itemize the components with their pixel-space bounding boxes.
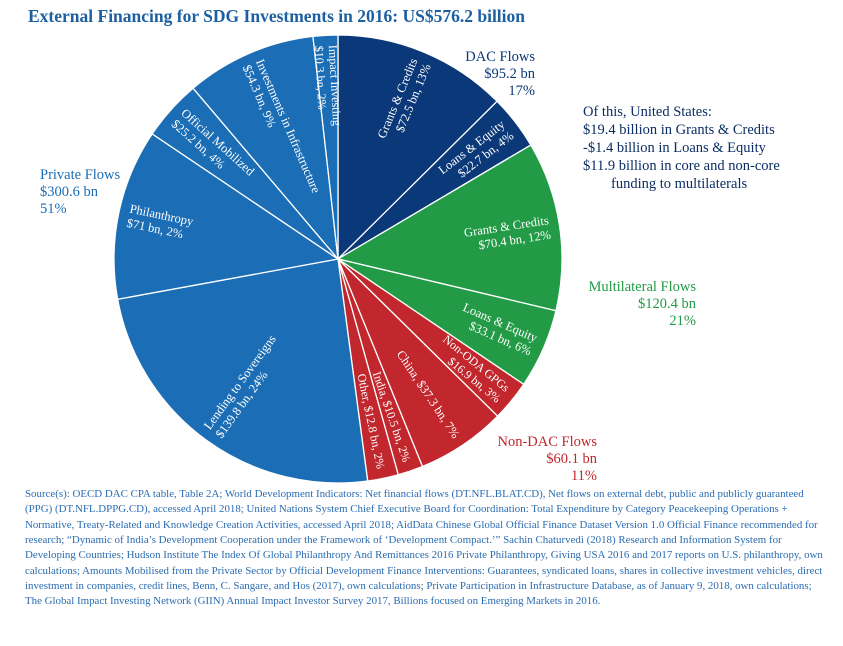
pie-slice-multilateral-grants-credits <box>336 144 563 312</box>
group-percent: 51% <box>40 201 67 217</box>
source-note: Source(s): OECD DAC CPA table, Table 2A;… <box>25 488 823 608</box>
us-note-line: Of this, United States: <box>583 104 712 120</box>
pie-slice-private-philanthropy <box>113 132 340 301</box>
group-percent: 17% <box>508 83 535 99</box>
dac-flows-legend: DAC Flows $95.2 bn 17% <box>445 49 535 100</box>
group-amount: $60.1 bn <box>546 451 597 467</box>
group-percent: 11% <box>570 468 597 484</box>
us-note-line: -$1.4 billion in Loans & Equity <box>583 140 766 156</box>
pie-slice-private-impact-investing <box>312 34 339 260</box>
group-name: DAC Flows <box>465 49 535 65</box>
private-flows-legend: Private Flows $300.6 bn 51% <box>40 167 120 218</box>
group-amount: $120.4 bn <box>638 296 696 312</box>
us-note-line: $11.9 billion in core and non-core <box>583 158 780 174</box>
chart-title: External Financing for SDG Investments i… <box>28 6 526 26</box>
slice-label: Impact Investing$10.3 bn, 2% <box>312 45 344 127</box>
non-dac-flows-legend: Non-DAC Flows $60.1 bn 11% <box>480 434 598 485</box>
pie-slice-private-investments-in-infrastructure <box>192 35 339 262</box>
us-note-line: funding to multilaterals <box>611 176 748 192</box>
us-note-line: $19.4 billion in Grants & Credits <box>583 122 775 138</box>
multilateral-flows-legend: Multilateral Flows $120.4 bn 21% <box>566 279 696 330</box>
group-amount: $300.6 bn <box>40 184 98 200</box>
group-name: Private Flows <box>40 167 121 183</box>
pie-slices <box>113 34 563 484</box>
group-name: Multilateral Flows <box>588 279 696 295</box>
group-name: Non-DAC Flows <box>497 434 598 450</box>
pie-slice-private-lending-to-sovereigns <box>116 258 369 484</box>
pie-slice-dac-grants-credits <box>337 34 498 261</box>
us-note: Of this, United States: $19.4 billion in… <box>583 103 780 193</box>
group-amount: $95.2 bn <box>484 66 535 82</box>
group-percent: 21% <box>669 313 696 329</box>
